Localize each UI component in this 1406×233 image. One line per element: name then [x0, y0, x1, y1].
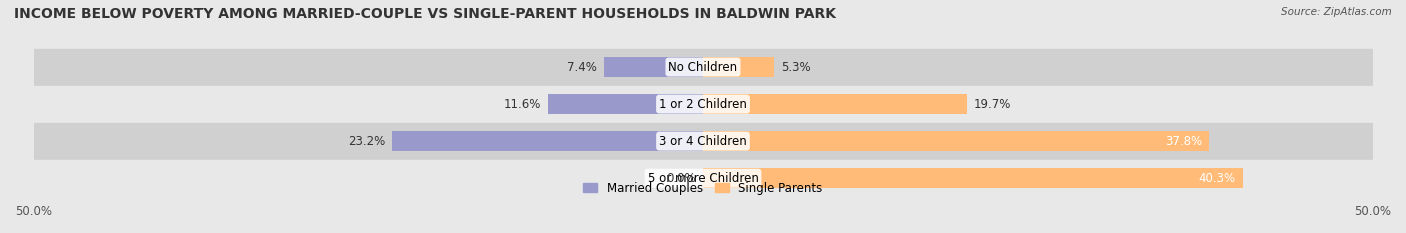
Bar [392, 131, 703, 151]
Text: 0.0%: 0.0% [666, 172, 696, 185]
Bar [548, 94, 703, 114]
Text: 1 or 2 Children: 1 or 2 Children [659, 98, 747, 111]
Text: 5.3%: 5.3% [780, 61, 810, 74]
Bar [34, 123, 1372, 160]
Text: 19.7%: 19.7% [973, 98, 1011, 111]
Bar [703, 57, 773, 77]
Text: 11.6%: 11.6% [503, 98, 541, 111]
Text: 3 or 4 Children: 3 or 4 Children [659, 135, 747, 148]
Text: No Children: No Children [668, 61, 738, 74]
Text: 7.4%: 7.4% [568, 61, 598, 74]
Bar [703, 131, 1209, 151]
Bar [703, 168, 1243, 188]
Text: Source: ZipAtlas.com: Source: ZipAtlas.com [1281, 7, 1392, 17]
Bar [34, 48, 1372, 86]
Text: INCOME BELOW POVERTY AMONG MARRIED-COUPLE VS SINGLE-PARENT HOUSEHOLDS IN BALDWIN: INCOME BELOW POVERTY AMONG MARRIED-COUPL… [14, 7, 837, 21]
Text: 23.2%: 23.2% [349, 135, 385, 148]
Legend: Married Couples, Single Parents: Married Couples, Single Parents [579, 177, 827, 199]
Text: 40.3%: 40.3% [1199, 172, 1236, 185]
Bar [605, 57, 703, 77]
Bar [34, 160, 1372, 197]
Text: 5 or more Children: 5 or more Children [648, 172, 758, 185]
Text: 37.8%: 37.8% [1166, 135, 1202, 148]
Bar [34, 86, 1372, 123]
Bar [703, 94, 967, 114]
